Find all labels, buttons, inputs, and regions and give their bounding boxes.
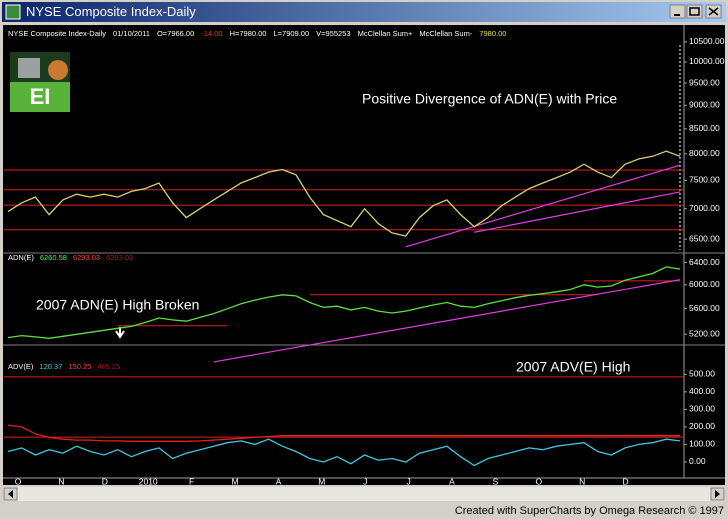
- panel-legend: ADN(E) 6260.58 6293.03 6293.03: [8, 253, 133, 262]
- y-tick-label: 9500.00: [689, 77, 720, 87]
- x-tick-label: A: [449, 476, 455, 486]
- logo-band: [10, 82, 70, 112]
- header-item: 01/10/2011: [113, 29, 150, 38]
- header-item: L=7909.00: [273, 29, 309, 38]
- x-tick-label: N: [58, 476, 64, 486]
- series-line: [7, 150, 681, 237]
- y-tick-label: 6000.00: [689, 279, 720, 289]
- x-tick-label: J: [363, 476, 367, 486]
- y-tick-label: 7000.00: [689, 203, 720, 213]
- header-item: NYSE Composite Index-Daily: [8, 29, 106, 38]
- legend-item: ADN(E): [8, 253, 34, 262]
- scrollbar[interactable]: [3, 487, 725, 501]
- series-line: [7, 438, 681, 467]
- header-item: H=7980.00: [230, 29, 267, 38]
- y-tick-label: 6400.00: [689, 257, 720, 267]
- y-tick-label: 8500.00: [689, 123, 720, 133]
- y-tick-label: 200.00: [689, 421, 715, 431]
- x-tick-label: A: [276, 476, 282, 486]
- chart-area: [3, 25, 725, 485]
- series-line: [7, 266, 681, 339]
- annotation: Positive Divergence of ADN(E) with Price: [362, 91, 617, 107]
- y-tick-label: 5200.00: [689, 329, 720, 339]
- legend-item: 465.25: [97, 362, 120, 371]
- y-tick-label: 300.00: [689, 404, 715, 414]
- series-line: [7, 424, 680, 442]
- legend-item: 120.37: [39, 362, 62, 371]
- y-tick-label: 0.00: [689, 456, 706, 466]
- x-tick-label: O: [535, 476, 542, 486]
- window-buttons[interactable]: [669, 4, 722, 19]
- x-tick-label: D: [623, 476, 629, 486]
- minimize-button[interactable]: [669, 4, 686, 19]
- logo-coin: [48, 60, 68, 80]
- chart-header: NYSE Composite Index-Daily 01/10/2011 O=79…: [8, 29, 506, 38]
- logo-text: EI: [30, 84, 51, 109]
- footer: Created with SuperCharts by Omega Resear…: [455, 505, 724, 517]
- logo-building: [18, 58, 40, 78]
- x-tick-label: J: [406, 476, 410, 486]
- header-item: 7980.00: [479, 29, 506, 38]
- y-tick-label: 500.00: [689, 369, 715, 379]
- legend-item: 6293.03: [106, 253, 133, 262]
- x-tick-label: N: [579, 476, 585, 486]
- y-tick-label: 100.00: [689, 439, 715, 449]
- legend-item: ADV(E): [8, 362, 34, 371]
- legend-item: 6293.03: [73, 253, 100, 262]
- scroll-left-icon: [8, 490, 13, 498]
- header-item: O=7966.00: [157, 29, 194, 38]
- title-bar: [2, 2, 726, 22]
- y-tick-label: 6500.00: [689, 233, 720, 243]
- header-item: V=955253: [316, 29, 350, 38]
- x-tick-label: F: [189, 476, 194, 486]
- x-tick-label: M: [231, 476, 238, 486]
- x-tick-label: O: [15, 476, 22, 486]
- trendline: [213, 279, 681, 363]
- close-icon: [708, 7, 719, 16]
- y-tick-label: 7500.00: [689, 175, 720, 185]
- trendline: [405, 164, 681, 248]
- header-item: -14.00: [201, 29, 222, 38]
- x-tick-label: M: [318, 476, 325, 486]
- y-tick-label: 8000.00: [689, 148, 720, 158]
- app-icon: [5, 4, 21, 20]
- y-tick-label: 5600.00: [689, 303, 720, 313]
- annotation: 2007 ADV(E) High: [516, 359, 630, 375]
- header-item: McClellan Sum+: [358, 29, 413, 38]
- y-tick-label: 9000.00: [689, 100, 720, 110]
- scroll-right-icon: [715, 490, 720, 498]
- window-title: NYSE Composite Index-Daily: [26, 4, 196, 19]
- annotation: 2007 ADN(E) High Broken: [36, 297, 199, 313]
- trendline: [474, 191, 681, 233]
- plot: O N D 2010 F M A M J J A S O N D 10500.00 10000.00 9500.0…: [4, 36, 725, 486]
- maximize-icon: [689, 7, 700, 16]
- panel-legend: ADV(E) 120.37 150.25 465.25: [8, 362, 120, 371]
- legend-item: 6260.58: [40, 253, 67, 262]
- x-tick-label: S: [493, 476, 499, 486]
- header-item: McClellan Sum-: [419, 29, 472, 38]
- y-tick-label: 10500.00: [689, 36, 725, 46]
- x-tick-label: D: [102, 476, 108, 486]
- y-tick-label: 400.00: [689, 386, 715, 396]
- x-tick-label: 2010: [139, 476, 158, 486]
- y-tick-label: 10000.00: [689, 56, 725, 66]
- legend-item: 150.25: [68, 362, 91, 371]
